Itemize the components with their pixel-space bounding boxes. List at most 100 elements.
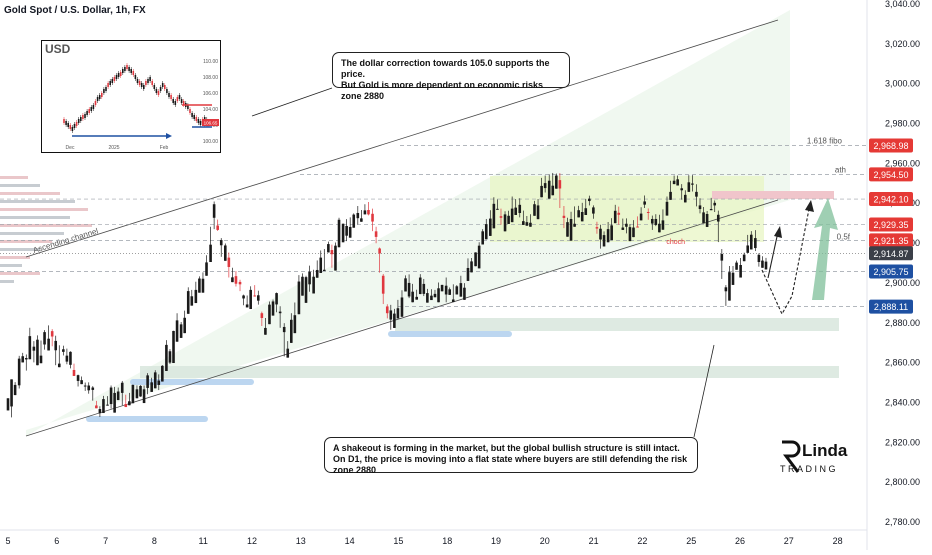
y-tick-label: 2,960.00	[885, 158, 920, 168]
linda-trading-logo: Linda TRADING	[776, 436, 866, 476]
inset-candle-body	[134, 75, 137, 79]
inset-candle-body	[119, 72, 122, 76]
candle-body	[451, 299, 455, 303]
candle-body	[761, 260, 764, 268]
inset-candle-body	[111, 79, 114, 83]
callout-bottom-pointer	[693, 344, 715, 438]
candle-body	[529, 222, 532, 227]
candle-body	[728, 272, 731, 301]
candle-body	[87, 385, 91, 391]
price-tag-text: 2,929.35	[873, 220, 908, 230]
x-tick-label: 20	[540, 536, 550, 546]
inset-candle-body	[153, 85, 156, 89]
callout-bottom-line-1: A shakeout is forming in the market, but…	[333, 443, 680, 453]
candle-body	[558, 180, 562, 189]
candle-body	[231, 277, 234, 283]
candle-body	[120, 382, 124, 393]
candle-body	[514, 207, 518, 215]
price-tag-text: 2,914.87	[873, 249, 908, 259]
inset-candle-body	[73, 124, 76, 128]
candle-body	[724, 287, 728, 292]
candle-body	[39, 355, 43, 364]
candle-body	[742, 254, 746, 262]
candle-body	[448, 289, 452, 295]
candle-body	[676, 179, 679, 186]
inset-last-tag-text: 106.65	[204, 121, 218, 126]
candle-body	[746, 245, 750, 253]
arrowhead-dashed	[805, 200, 814, 212]
candle-body	[43, 332, 46, 345]
price-tag-text: 2,888.11	[874, 302, 908, 312]
candle-body	[540, 185, 543, 198]
candle-body	[477, 245, 481, 269]
candle-body	[106, 404, 109, 406]
x-tick-label: 25	[686, 536, 696, 546]
candle-body	[168, 351, 172, 363]
candle-body	[639, 213, 643, 221]
price-tag	[869, 192, 913, 207]
candle-body	[6, 398, 10, 411]
candle-body	[695, 191, 698, 197]
inset-candle-body	[130, 69, 132, 73]
x-tick-label: 5	[5, 536, 10, 546]
candle-body	[260, 313, 264, 318]
logo-text-top: Linda	[802, 441, 848, 460]
candle-body	[275, 293, 278, 305]
usd-inset: USD 110.00108.00106.00104.00102.00100.00…	[41, 40, 221, 153]
candle-body	[643, 201, 646, 205]
inset-candle-body	[155, 89, 158, 93]
candle-body	[327, 244, 330, 253]
candle-body	[150, 382, 153, 392]
candle-body	[418, 277, 422, 295]
candle-body	[62, 349, 65, 352]
candle-body	[613, 210, 617, 224]
y-tick-label: 3,040.00	[885, 0, 920, 9]
candle-body	[216, 225, 219, 230]
candle-body	[21, 356, 25, 363]
candle-body	[536, 205, 540, 220]
x-tick-label: 7	[103, 536, 108, 546]
candle-body	[201, 278, 205, 293]
candle-body	[444, 285, 448, 295]
candle-body	[702, 212, 705, 223]
inset-candle-body	[107, 83, 109, 87]
callout-bottom: A shakeout is forming in the market, but…	[324, 437, 698, 475]
resistance-box	[712, 191, 834, 199]
candle-body	[345, 225, 348, 236]
usd-inset-label: USD	[45, 42, 71, 56]
inset-candle-body	[138, 81, 141, 85]
inset-candle-body	[176, 97, 179, 101]
candle-body	[484, 224, 488, 240]
candle-body	[113, 392, 116, 413]
candle-body	[588, 198, 591, 202]
inset-candle-body	[193, 115, 195, 119]
candle-body	[496, 208, 499, 210]
candle-body	[334, 245, 337, 271]
candle-body	[165, 344, 168, 371]
candle-body	[378, 248, 381, 254]
candle-body	[566, 222, 569, 237]
candle-body	[749, 234, 753, 250]
inset-candle-body	[187, 105, 189, 109]
channel-fill	[26, 10, 790, 436]
candle-body	[69, 351, 72, 365]
candle-body	[404, 278, 407, 292]
inset-candle-body	[82, 115, 84, 119]
candle-body	[503, 214, 507, 232]
candle-body	[698, 205, 702, 210]
candle-body	[739, 264, 742, 278]
level-labels: 1.618 fibo ath 0.5f choch	[666, 136, 850, 246]
bullish-arrow	[812, 198, 838, 300]
inset-candle-body	[195, 117, 198, 121]
candle-body	[672, 180, 676, 185]
candle-body	[562, 215, 566, 218]
candle-body	[268, 304, 271, 325]
inset-candle-body	[109, 81, 111, 85]
x-tick-label: 28	[833, 536, 843, 546]
x-tick-label: 22	[637, 536, 647, 546]
level-lines	[0, 145, 867, 307]
candle-body	[713, 202, 717, 206]
x-tick-label: 13	[296, 536, 306, 546]
arrowhead-solid	[774, 226, 782, 238]
